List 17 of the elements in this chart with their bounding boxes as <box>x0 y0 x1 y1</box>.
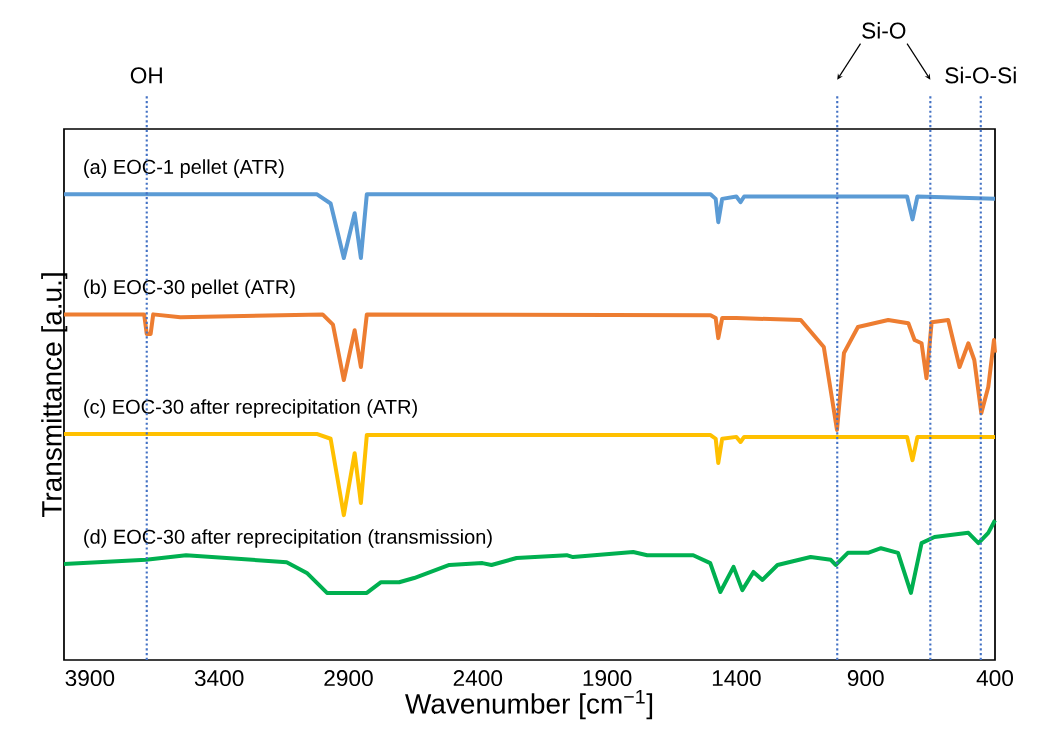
y-axis-title: Transmittance [a.u.] <box>41 273 68 518</box>
ref-line-label: Si-O-Si <box>945 66 1016 84</box>
series-label: (d) EOC-30 after reprecipitation (transmission) <box>84 529 492 548</box>
series-label: (c) EOC-30 after reprecipitation (ATR) <box>84 399 417 418</box>
x-axis-title: Wavenumber [cm$^{−1}$] <box>405 689 653 720</box>
ref-line-label: Si-O <box>862 22 906 39</box>
series-label: (b) EOC-30 pellet (ATR) <box>84 279 295 299</box>
ref-line-label: OH <box>130 67 162 84</box>
x-tick-label: 400 <box>976 670 1014 687</box>
series-label: (a) EOC-1 pellet (ATR) <box>84 159 284 178</box>
x-tick-label: 900 <box>847 670 884 687</box>
x-tick-label: 2400 <box>453 670 503 687</box>
x-tick-label: 2900 <box>324 670 373 687</box>
x-tick-label: 3900 <box>65 670 115 687</box>
x-tick-label: 1400 <box>712 670 761 687</box>
x-tick-label: 1900 <box>583 670 632 687</box>
x-tick-label: 3400 <box>194 670 244 687</box>
